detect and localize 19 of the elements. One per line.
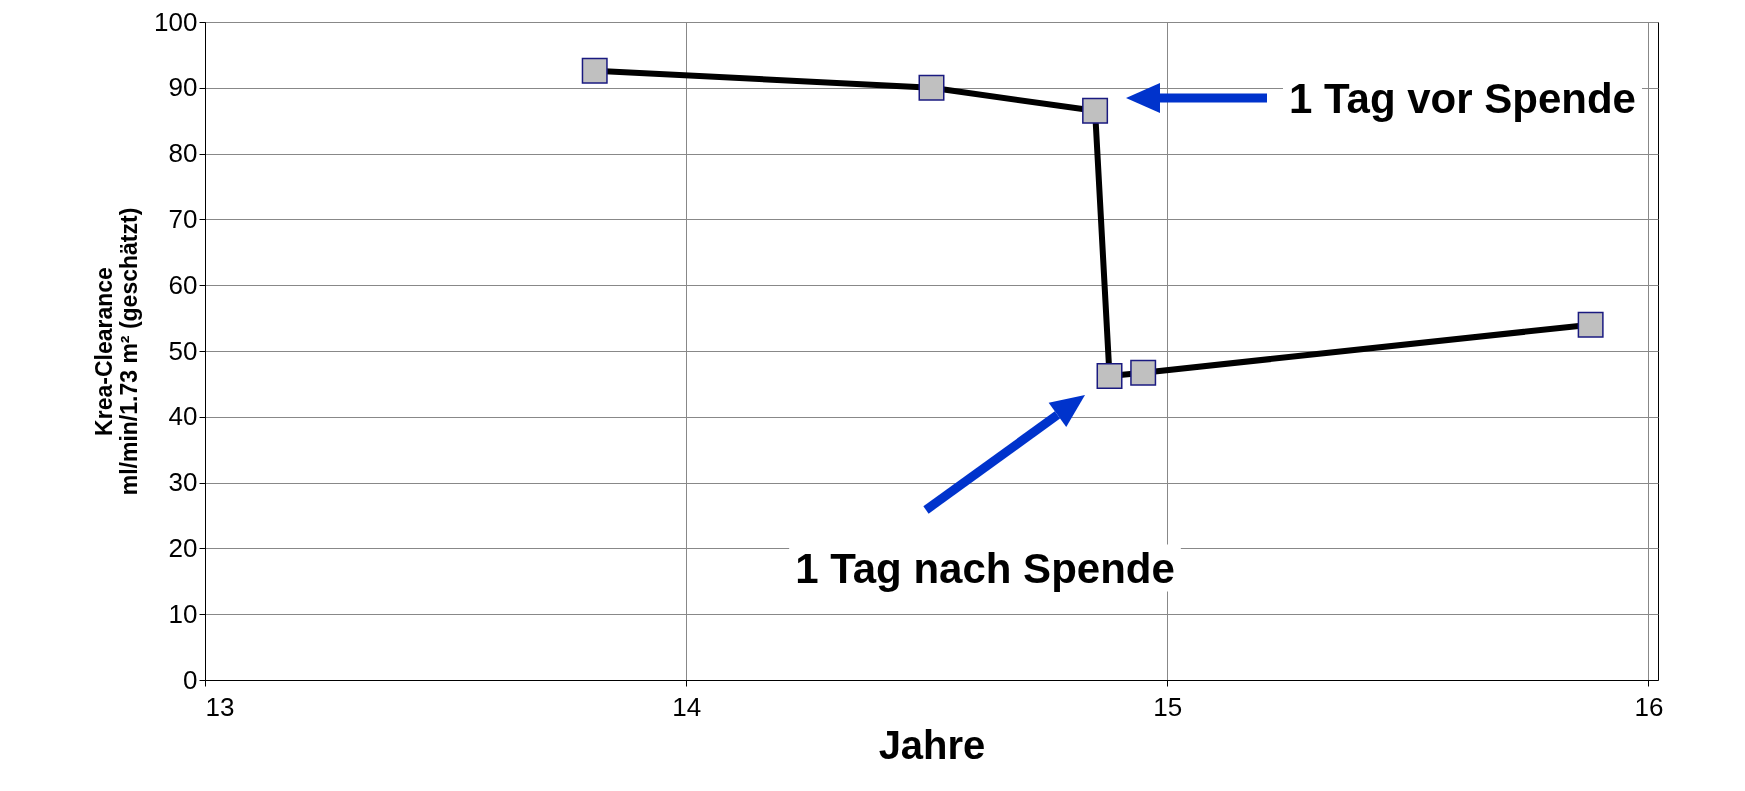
y-axis-title: Krea-Clearance ml/min/1.73 m² (geschätzt) bbox=[91, 207, 143, 496]
y-tick-label: 80 bbox=[168, 138, 198, 169]
y-tick-label: 20 bbox=[168, 532, 198, 563]
y-tick-label: 10 bbox=[168, 598, 198, 629]
annotation: 1 Tag nach Spende bbox=[795, 544, 1175, 592]
x-tick-label: 14 bbox=[672, 691, 702, 722]
x-tick-label: 16 bbox=[1634, 691, 1664, 722]
y-tick-label: 30 bbox=[168, 467, 198, 498]
y-tick-label: 60 bbox=[168, 269, 198, 300]
x-axis-title: Jahre bbox=[878, 722, 986, 767]
y-tick-label: 0 bbox=[183, 664, 198, 695]
y-tick-label: 100 bbox=[154, 6, 198, 37]
y-tick-label: 70 bbox=[168, 203, 198, 234]
x-tick-label: 15 bbox=[1153, 691, 1183, 722]
y-tick-label: 50 bbox=[168, 335, 198, 366]
x-tick-label: 13 bbox=[205, 691, 235, 722]
y-tick-label: 90 bbox=[168, 72, 198, 103]
annotation: 1 Tag vor Spende bbox=[1289, 74, 1636, 122]
y-tick-label: 40 bbox=[168, 401, 198, 432]
